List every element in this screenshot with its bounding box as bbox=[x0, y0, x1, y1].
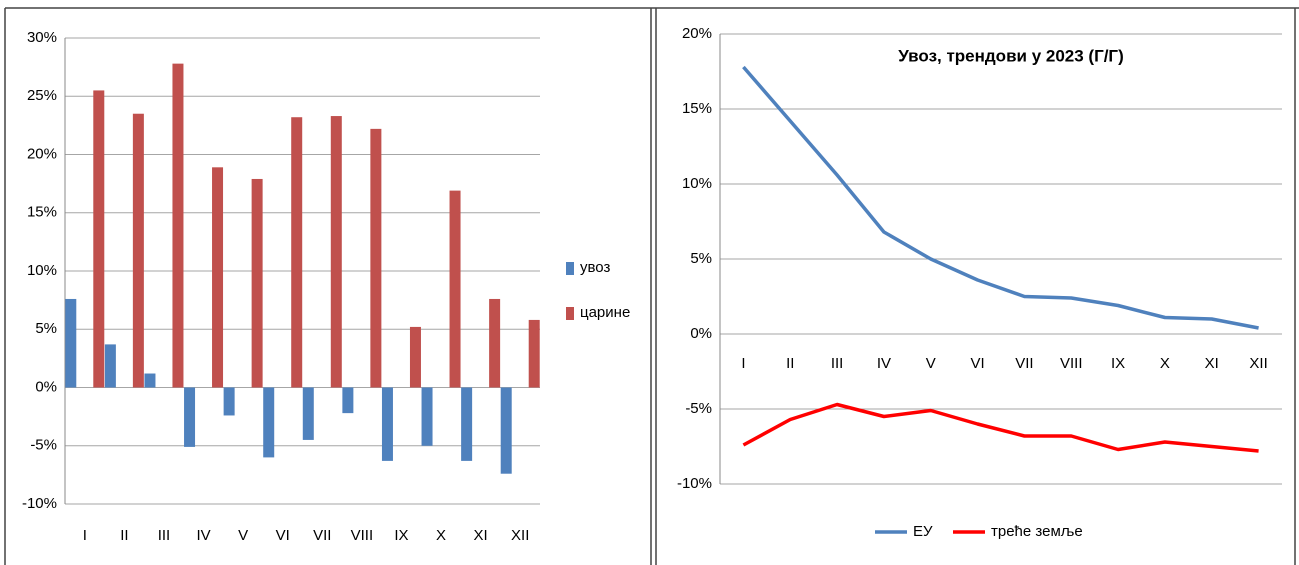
y-tick-label: 15% bbox=[27, 204, 57, 221]
y-tick-label: -5% bbox=[685, 400, 712, 417]
y-tick-label: 10% bbox=[682, 175, 712, 192]
x-tick-label: I bbox=[83, 527, 87, 544]
bar bbox=[104, 344, 116, 388]
x-tick-label: II bbox=[120, 527, 128, 544]
y-tick-label: -5% bbox=[30, 437, 57, 454]
bar bbox=[223, 387, 235, 416]
bar bbox=[500, 387, 512, 474]
x-tick-label: I bbox=[741, 355, 745, 372]
y-tick-label: 20% bbox=[27, 145, 57, 162]
x-tick-label: III bbox=[831, 355, 844, 372]
x-tick-label: IX bbox=[1111, 355, 1125, 372]
x-tick-label: II bbox=[786, 355, 794, 372]
x-tick-label: X bbox=[1160, 355, 1170, 372]
bar bbox=[144, 373, 156, 388]
bar bbox=[93, 90, 105, 388]
bar bbox=[132, 113, 144, 388]
bar bbox=[65, 298, 77, 388]
y-tick-label: 20% bbox=[682, 25, 712, 42]
x-tick-label: IV bbox=[877, 355, 891, 372]
legend-label: треће земље bbox=[991, 523, 1083, 540]
x-tick-label: VI bbox=[970, 355, 984, 372]
bar bbox=[461, 387, 473, 461]
y-tick-label: 5% bbox=[690, 250, 712, 267]
bar bbox=[251, 178, 263, 388]
legend-label: ЕУ bbox=[913, 523, 933, 540]
x-tick-label: XII bbox=[1249, 355, 1267, 372]
x-tick-label: VII bbox=[313, 527, 331, 544]
y-tick-label: 25% bbox=[27, 87, 57, 104]
line-series bbox=[742, 402, 1259, 453]
x-tick-label: XI bbox=[474, 527, 488, 544]
x-tick-label: XII bbox=[511, 527, 529, 544]
legend-swatch bbox=[566, 262, 574, 275]
bar bbox=[172, 63, 184, 388]
bar bbox=[212, 167, 224, 388]
y-tick-label: 10% bbox=[27, 262, 57, 279]
x-tick-label: XI bbox=[1205, 355, 1219, 372]
bar bbox=[184, 387, 196, 447]
x-tick-label: VI bbox=[276, 527, 290, 544]
x-tick-label: V bbox=[238, 527, 248, 544]
y-tick-label: -10% bbox=[677, 475, 712, 492]
x-tick-label: VIII bbox=[1060, 355, 1083, 372]
y-tick-label: 0% bbox=[35, 378, 57, 395]
y-tick-label: 0% bbox=[690, 325, 712, 342]
bar bbox=[302, 387, 314, 440]
x-tick-label: III bbox=[158, 527, 171, 544]
y-tick-label: 5% bbox=[35, 320, 57, 337]
x-tick-label: IX bbox=[394, 527, 408, 544]
y-tick-label: 15% bbox=[682, 100, 712, 117]
bar bbox=[489, 298, 501, 388]
y-tick-label: 30% bbox=[27, 29, 57, 46]
line-series bbox=[742, 65, 1259, 330]
legend-label: царине bbox=[580, 304, 630, 321]
bar bbox=[370, 128, 382, 388]
bar bbox=[381, 387, 393, 461]
bar bbox=[291, 117, 303, 388]
bar bbox=[342, 387, 354, 414]
chart-title: Увоз, трендови у 2023 (Г/Г) bbox=[898, 46, 1123, 65]
legend-label: увоз bbox=[580, 259, 610, 276]
bar bbox=[528, 319, 540, 388]
bar bbox=[449, 190, 461, 388]
x-tick-label: VIII bbox=[351, 527, 374, 544]
bar bbox=[330, 116, 342, 388]
bar bbox=[409, 326, 421, 388]
x-tick-label: IV bbox=[196, 527, 210, 544]
y-tick-label: -10% bbox=[22, 495, 57, 512]
x-tick-label: VII bbox=[1015, 355, 1033, 372]
bar bbox=[421, 387, 433, 446]
x-tick-label: V bbox=[926, 355, 936, 372]
legend-swatch bbox=[566, 307, 574, 320]
bar bbox=[263, 387, 275, 458]
x-tick-label: X bbox=[436, 527, 446, 544]
